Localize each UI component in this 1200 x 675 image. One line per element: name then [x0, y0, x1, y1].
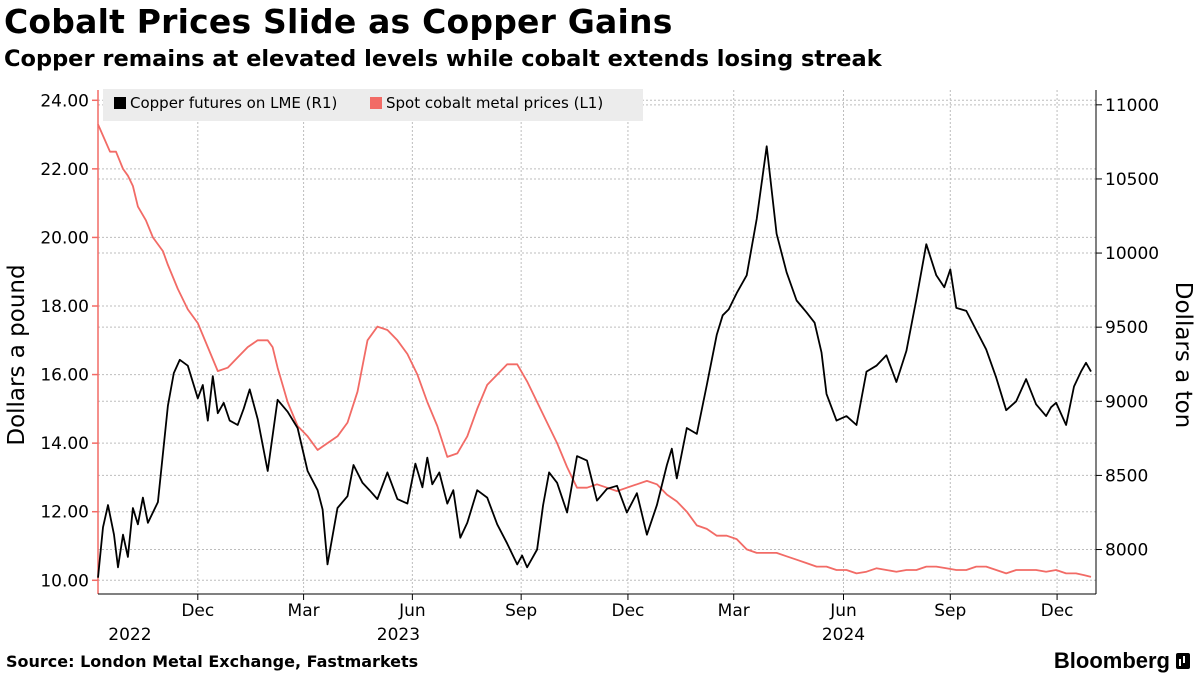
left-tick-label: 16.00 — [40, 366, 89, 386]
right-tick-label: 11000 — [1105, 96, 1159, 116]
x-ticks: Dec Mar Jun Sep Dec Mar Jun Sep Dec 2022 2023 2024 — [108, 594, 1074, 645]
left-y-ticks: 10.00 12.00 14.00 16.00 18.00 20.00 22.00 24.00 — [40, 91, 98, 591]
left-tick-label: 20.00 — [40, 228, 89, 248]
x-year-label: 2024 — [822, 625, 865, 645]
right-tick-label: 10500 — [1105, 170, 1159, 190]
legend: Copper futures on LME (R1) Spot cobalt m… — [103, 89, 643, 121]
left-tick-label: 18.00 — [40, 297, 89, 317]
x-tick-label: Mar — [288, 601, 320, 621]
x-year-label: 2022 — [108, 625, 151, 645]
x-tick-label: Jun — [829, 601, 857, 621]
copper-price-line — [97, 145, 1092, 578]
x-tick-label: Dec — [611, 601, 644, 621]
left-tick-label: 24.00 — [40, 91, 89, 111]
x-tick-label: Mar — [718, 601, 750, 621]
x-tick-label: Jun — [398, 601, 426, 621]
bloomberg-logo: Bloomberg — [1054, 648, 1190, 674]
brand-name: Bloomberg — [1053, 648, 1170, 673]
legend-label-cobalt: Spot cobalt metal prices (L1) — [386, 94, 603, 112]
right-tick-label: 9500 — [1105, 318, 1148, 338]
legend-swatch-cobalt — [370, 97, 382, 109]
right-tick-label: 8500 — [1105, 466, 1148, 486]
chart-subtitle: Copper remains at elevated levels while … — [4, 46, 882, 72]
x-tick-label: Dec — [1041, 601, 1074, 621]
x-tick-label: Sep — [934, 601, 966, 621]
cobalt-price-line — [97, 123, 1092, 578]
chart-title: Cobalt Prices Slide as Copper Gains — [4, 2, 673, 41]
right-axis-title: Dollars a ton — [1170, 282, 1196, 428]
right-tick-label: 10000 — [1105, 244, 1159, 264]
right-y-ticks: 8000 8500 9000 9500 10000 10500 11000 — [1096, 96, 1159, 561]
legend-label-copper: Copper futures on LME (R1) — [130, 94, 337, 112]
x-tick-label: Sep — [505, 601, 537, 621]
axes — [97, 90, 1097, 595]
series — [97, 123, 1092, 578]
left-axis-title: Dollars a pound — [4, 264, 30, 445]
left-tick-label: 14.00 — [40, 434, 89, 454]
right-tick-label: 8000 — [1105, 541, 1148, 561]
left-tick-label: 12.00 — [40, 503, 89, 523]
legend-swatch-copper — [114, 97, 126, 109]
x-year-label: 2023 — [377, 625, 420, 645]
bloomberg-chart-icon — [1176, 653, 1190, 669]
left-tick-label: 22.00 — [40, 160, 89, 180]
source-note: Source: London Metal Exchange, Fastmarke… — [6, 652, 419, 671]
x-tick-label: Dec — [181, 601, 214, 621]
grid-lines — [98, 90, 1096, 594]
right-tick-label: 9000 — [1105, 392, 1148, 412]
left-tick-label: 10.00 — [40, 571, 89, 591]
